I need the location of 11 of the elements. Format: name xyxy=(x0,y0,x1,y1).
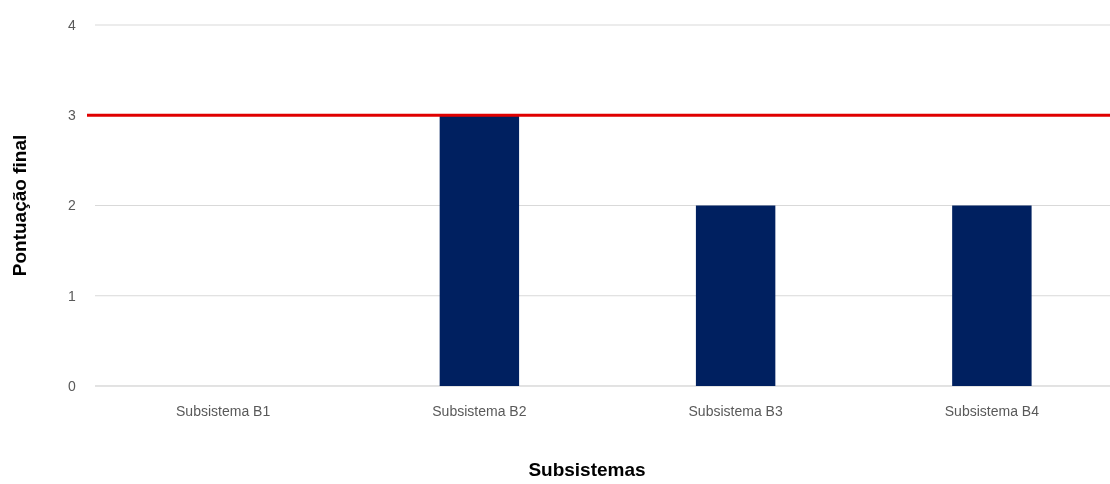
y-tick-label: 4 xyxy=(68,16,77,33)
x-tick-label: Subsistema B2 xyxy=(432,403,527,419)
x-tick-label: Subsistema B1 xyxy=(176,403,271,419)
y-axis-title: Pontuação final xyxy=(9,134,30,277)
y-tick-label: 3 xyxy=(68,107,77,124)
y-tick-label: 1 xyxy=(68,287,77,304)
x-tick-label: Subsistema B3 xyxy=(688,403,783,419)
x-axis-title: Subsistemas xyxy=(528,459,646,480)
y-tick-label: 0 xyxy=(68,377,77,394)
x-tick-label: Subsistema B4 xyxy=(944,403,1040,419)
y-tick-label: 2 xyxy=(68,197,77,214)
